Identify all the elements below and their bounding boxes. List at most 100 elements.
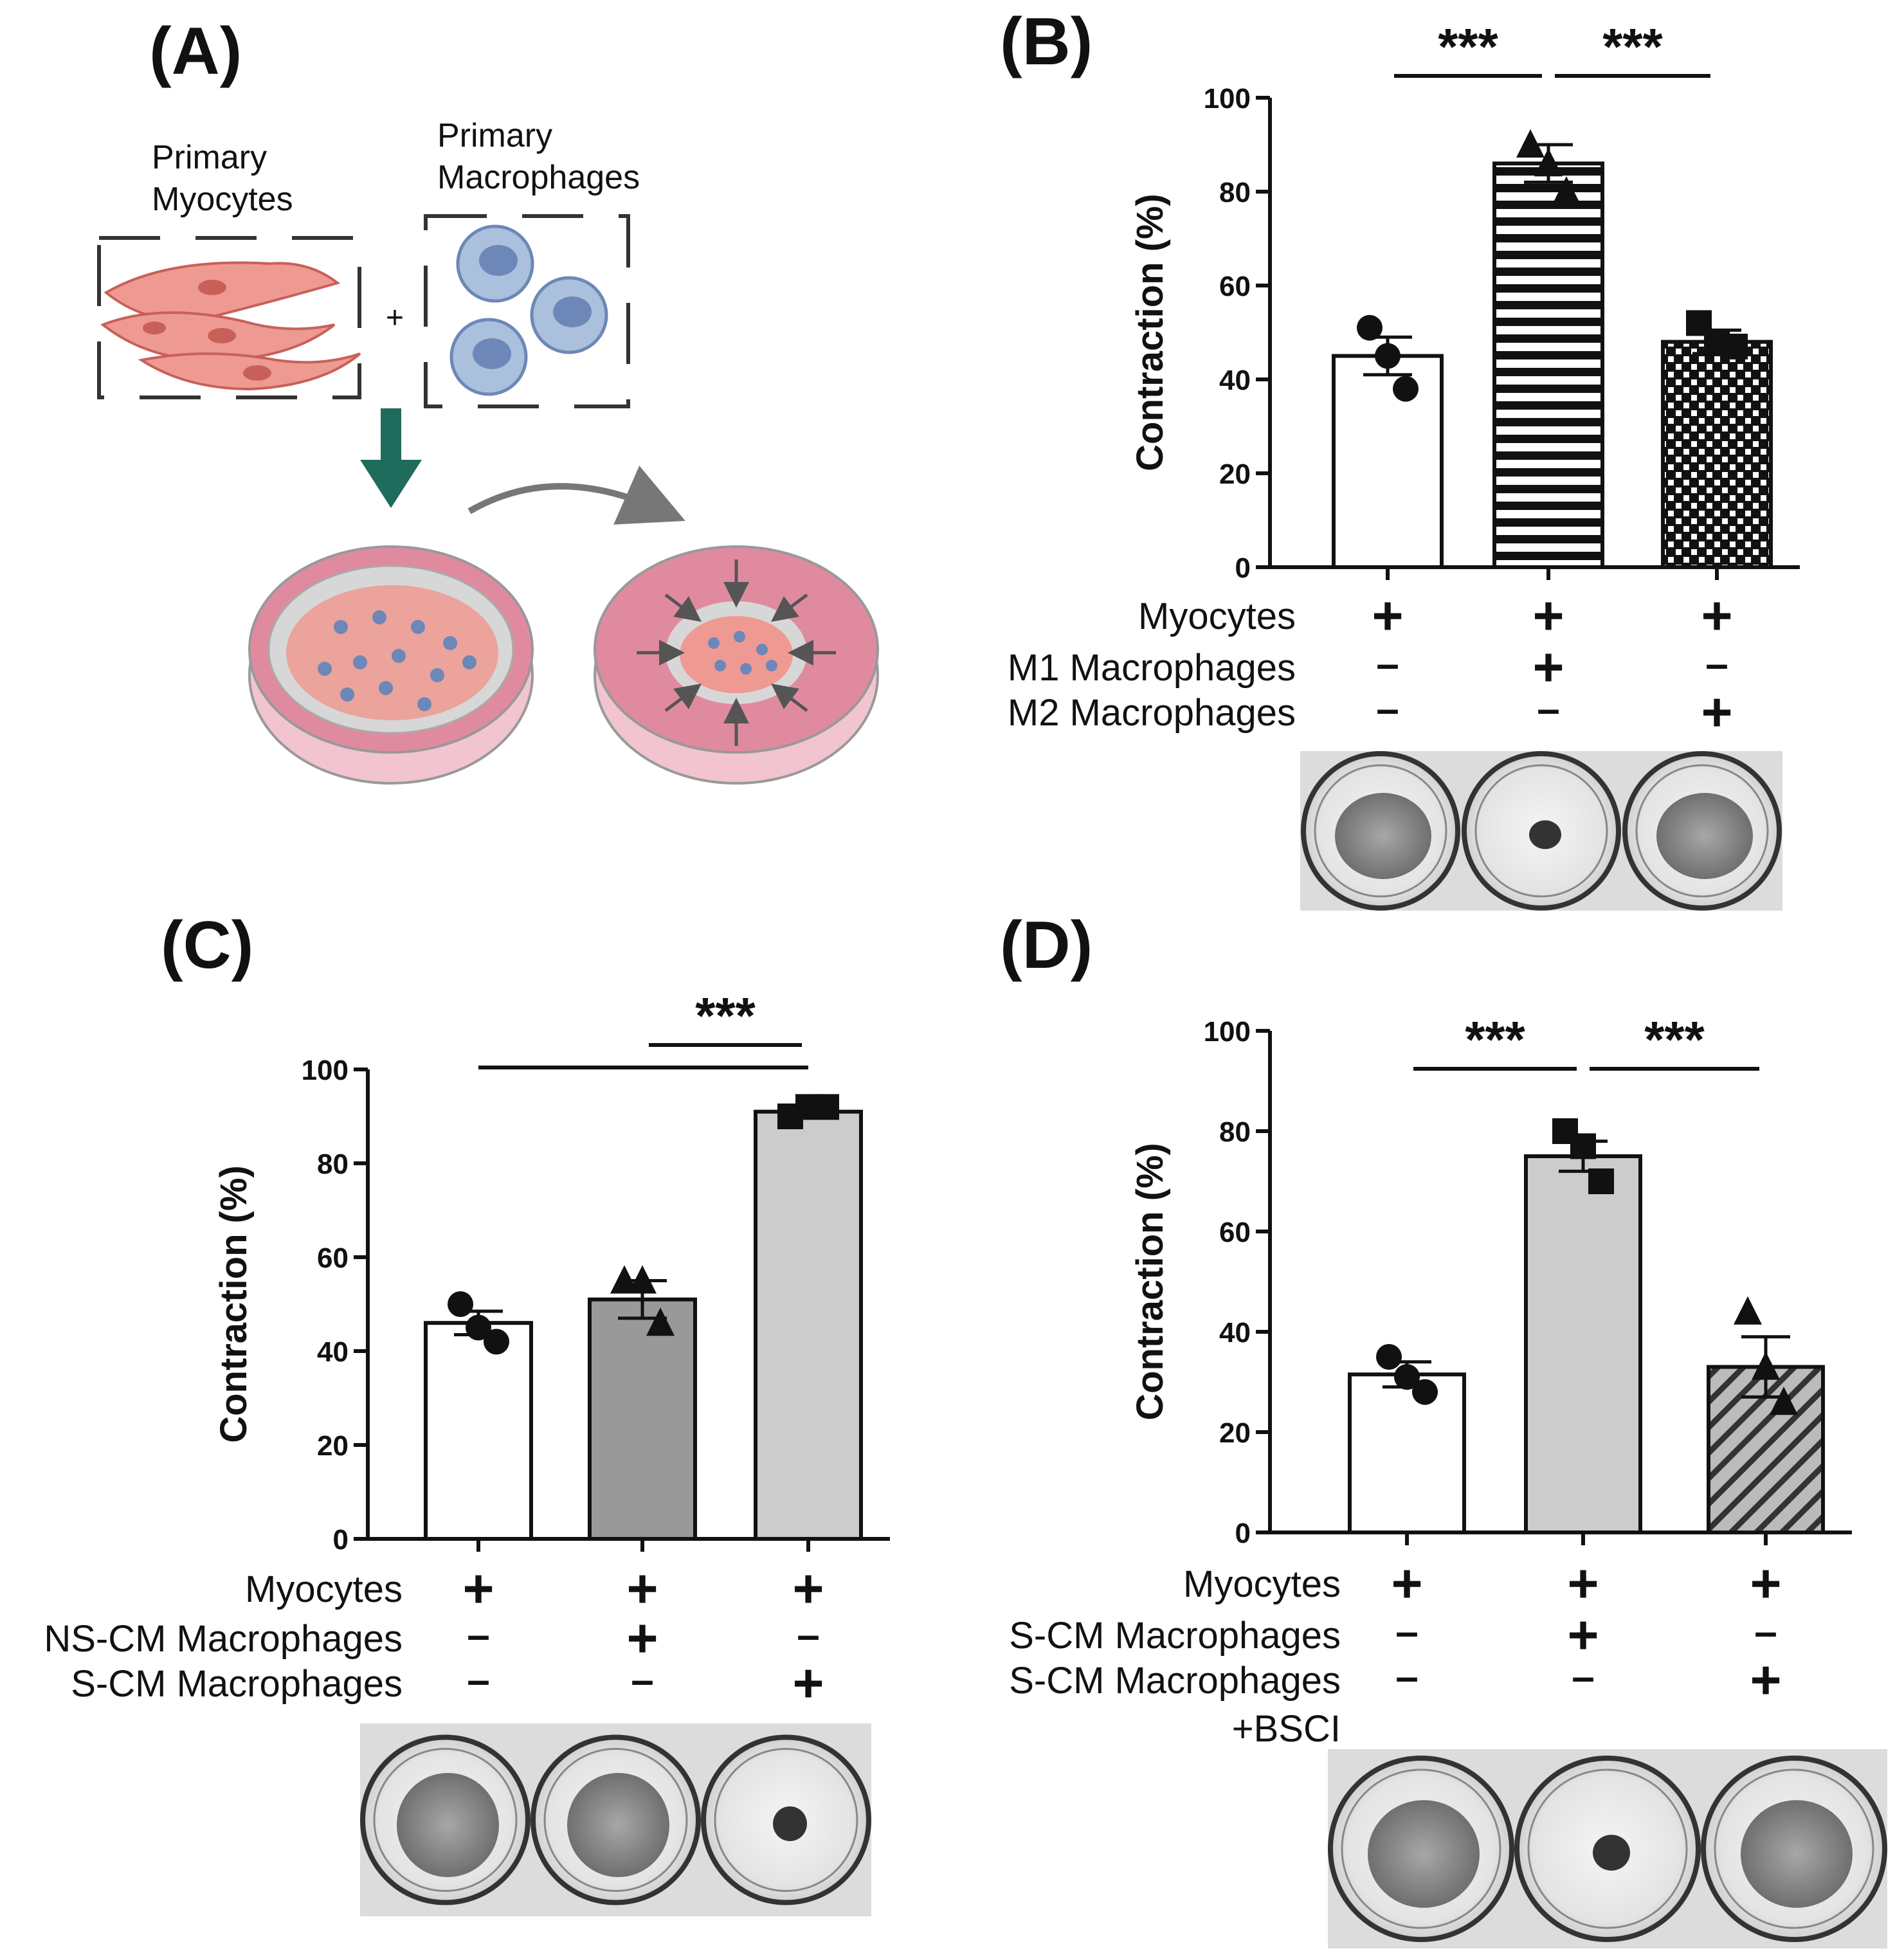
condition-sign: – — [1537, 686, 1560, 732]
condition-sign: – — [1395, 1608, 1419, 1655]
condition-label: Myocytes — [1138, 595, 1296, 637]
well-inner-ring — [373, 1748, 518, 1892]
macrophages-label-line1: Primary — [437, 117, 552, 154]
tissue-gel-contracted — [1529, 820, 1561, 849]
condition-sign: + — [1532, 585, 1564, 646]
data-point — [466, 1314, 491, 1341]
condition-sign: – — [467, 1657, 490, 1703]
myocyte-cells-icon — [100, 261, 361, 391]
chart-b: 0 20 40 60 80 100 Contraction (%) *** *** Myocyte… — [1008, 18, 1800, 911]
y-tick-label: 20 — [1219, 459, 1251, 490]
bar — [1332, 354, 1444, 569]
significance-label: *** — [1602, 18, 1663, 75]
condition-sign: + — [1567, 1604, 1599, 1665]
condition-sign: + — [1372, 585, 1403, 646]
data-point — [1375, 343, 1401, 369]
data-point — [628, 1265, 657, 1294]
y-tick-label: 100 — [302, 1055, 349, 1086]
condition-sign: + — [1567, 1553, 1599, 1613]
condition-label: M1 Macrophages — [1008, 647, 1296, 689]
macrophages-label-line2: Macrophages — [437, 159, 640, 196]
well-inner-ring — [1635, 764, 1769, 898]
macrophage-cells-icon — [449, 224, 608, 396]
y-axis-label: Contraction (%) — [1129, 194, 1171, 471]
data-point — [1394, 1364, 1420, 1390]
bar — [588, 1297, 697, 1541]
data-point — [1752, 1351, 1780, 1380]
y-tick-label: 60 — [1219, 1217, 1251, 1248]
bar — [1661, 340, 1773, 569]
data-point — [1376, 1344, 1402, 1370]
data-point — [1734, 1296, 1762, 1325]
data-point — [813, 1094, 839, 1120]
panel-a-schematic: (A) Primary Myocytes Primary Macrophages… — [97, 14, 879, 785]
significance-label: *** — [1465, 1011, 1525, 1068]
curved-arrow-icon — [467, 466, 685, 525]
y-tick-label: 100 — [1204, 83, 1251, 114]
chart-d: 0 20 40 60 80 100 Contraction (%) *** *** Myocyte… — [1009, 1011, 1887, 1948]
macrophages-dashed-box — [424, 214, 630, 408]
down-arrow-icon — [360, 408, 422, 508]
panel-c-letter: (C) — [161, 908, 253, 983]
data-point — [610, 1265, 639, 1294]
data-point — [1588, 1168, 1614, 1194]
y-tick-label: 0 — [1235, 1518, 1251, 1549]
y-tick-label: 40 — [317, 1336, 349, 1368]
well-inner-ring — [714, 1748, 858, 1892]
y-tick-label: 40 — [1219, 1317, 1251, 1349]
y-axis-label: Contraction (%) — [1129, 1143, 1171, 1421]
well-inner-ring — [1474, 764, 1608, 898]
condition-sign: + — [462, 1558, 494, 1619]
condition-sign: – — [1754, 1608, 1777, 1655]
culture-dish-after-icon — [594, 545, 879, 785]
condition-sign: + — [1750, 1553, 1781, 1613]
y-tick-label: 20 — [317, 1430, 349, 1462]
data-point — [1722, 333, 1748, 359]
tissue-gel-large — [397, 1773, 499, 1877]
y-tick-label: 60 — [317, 1242, 349, 1274]
significance-label: *** — [1438, 18, 1498, 75]
myocytes-dashed-box — [97, 236, 361, 399]
condition-sign: – — [467, 1612, 490, 1658]
myocytes-label-line1: Primary — [152, 139, 267, 176]
condition-sign: + — [792, 1653, 824, 1713]
tissue-gel-large — [1741, 1800, 1853, 1908]
condition-sign: + — [1532, 637, 1564, 697]
y-tick-label: 80 — [1219, 177, 1251, 208]
well-inner-ring — [1314, 764, 1447, 898]
tissue-gel-contracted — [773, 1806, 807, 1841]
significance-label: *** — [695, 987, 756, 1044]
condition-label: Myocytes — [1183, 1563, 1341, 1605]
condition-sign: + — [1701, 682, 1732, 742]
condition-label: S-CM Macrophages — [71, 1663, 403, 1705]
well-inner-ring — [1714, 1768, 1874, 1929]
tissue-gel-contracted — [1593, 1835, 1630, 1871]
data-point — [1516, 129, 1545, 158]
panel-d-letter: (D) — [1000, 908, 1093, 983]
condition-label: +BSCI — [1232, 1708, 1341, 1750]
condition-sign: + — [1750, 1649, 1781, 1710]
condition-sign: + — [1701, 585, 1732, 646]
plus-sign-a: + — [386, 301, 404, 335]
bar — [754, 1109, 863, 1541]
condition-sign: + — [1391, 1553, 1422, 1613]
condition-sign: – — [1705, 640, 1728, 687]
bar — [1348, 1372, 1466, 1535]
condition-sign: – — [1395, 1653, 1419, 1700]
condition-sign: – — [1376, 640, 1399, 687]
y-tick-label: 80 — [317, 1149, 349, 1180]
tissue-gel-large — [1335, 793, 1431, 879]
condition-sign: – — [631, 1657, 654, 1703]
condition-label: S-CM Macrophages — [1009, 1615, 1341, 1657]
well-inner-ring — [543, 1748, 688, 1892]
bar — [1492, 161, 1604, 569]
condition-sign: – — [1376, 686, 1399, 732]
condition-sign: + — [626, 1608, 658, 1668]
well-inner-ring — [1341, 1768, 1501, 1929]
y-tick-label: 60 — [1219, 271, 1251, 302]
significance-label: *** — [1644, 1011, 1705, 1068]
culture-dish-before-icon — [248, 545, 534, 785]
data-point — [448, 1291, 473, 1317]
condition-sign: – — [1572, 1653, 1595, 1700]
